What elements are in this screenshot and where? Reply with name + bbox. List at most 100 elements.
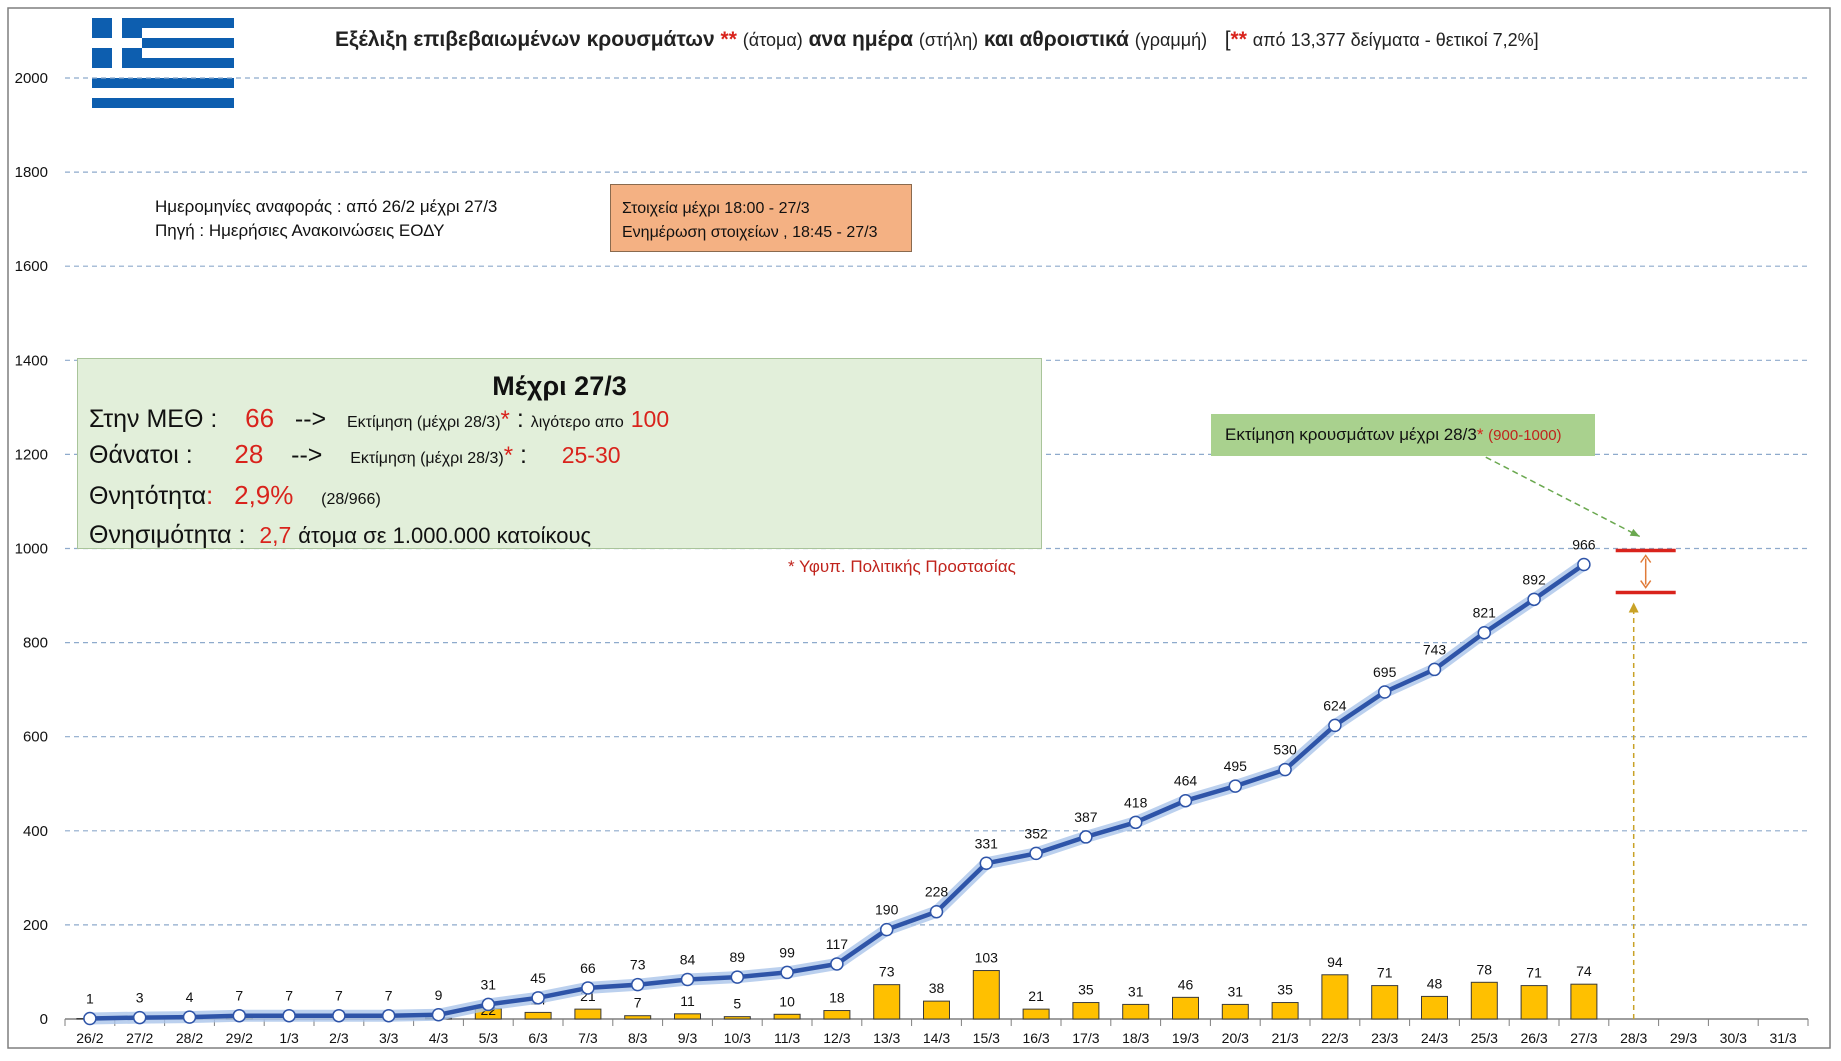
line-label: 1	[86, 991, 94, 1007]
reference-info: Ημερομηνίες αναφοράς : από 26/2 μέχρι 27…	[155, 195, 497, 243]
line-point	[1329, 719, 1341, 731]
line-label: 464	[1174, 773, 1198, 789]
bar	[774, 1014, 800, 1019]
x-tick-label: 8/3	[628, 1030, 648, 1046]
x-tick-label: 25/3	[1471, 1030, 1498, 1046]
bar	[575, 1009, 601, 1019]
x-tick-label: 1/3	[279, 1030, 299, 1046]
bar	[1422, 996, 1448, 1019]
x-tick-label: 16/3	[1022, 1030, 1049, 1046]
x-tick-label: 20/3	[1222, 1030, 1249, 1046]
bar-label: 46	[1178, 976, 1194, 992]
line-point	[731, 971, 743, 983]
x-tick-label: 11/3	[774, 1030, 800, 1046]
y-tick-label: 800	[23, 635, 48, 652]
cfr-row: Θνητότητα: 2,9% (28/966)	[89, 480, 381, 511]
x-tick-label: 17/3	[1072, 1030, 1099, 1046]
line-point	[233, 1010, 245, 1022]
reference-source: Πηγή : Ημερήσιες Ανακοινώσεις ΕΟΔΥ	[155, 219, 497, 243]
line-label: 228	[925, 884, 949, 900]
bar-label: 48	[1427, 975, 1443, 991]
line-point	[1578, 558, 1590, 570]
line-label: 624	[1323, 697, 1347, 713]
x-tick-label: 29/2	[226, 1030, 253, 1046]
bar	[973, 971, 999, 1019]
line-label: 31	[481, 976, 497, 992]
bar	[724, 1017, 750, 1019]
icu-value: 66	[245, 403, 274, 433]
bar-label: 74	[1576, 963, 1592, 979]
chart-title: Εξέλιξη επιβεβαιωμένων κρουσμάτων ** (άτ…	[335, 28, 1735, 52]
x-tick-label: 28/2	[176, 1030, 203, 1046]
line-point	[1130, 816, 1142, 828]
x-tick-label: 29/3	[1670, 1030, 1697, 1046]
y-tick-label: 1800	[15, 164, 48, 181]
bar	[1123, 1004, 1149, 1019]
x-tick-label: 27/2	[126, 1030, 153, 1046]
y-tick-label: 0	[40, 1011, 48, 1028]
line-point	[781, 966, 793, 978]
y-tick-label: 1200	[15, 446, 48, 463]
line-label: 9	[435, 987, 443, 1003]
x-tick-label: 2/3	[329, 1030, 349, 1046]
bar	[1372, 986, 1398, 1019]
mortality-row: Θνησιμότητα : 2,7 άτομα σε 1.000.000 κατ…	[89, 521, 591, 550]
icu-row: Στην ΜΕΘ : 66 --> Εκτίμηση (μέχρι 28/3)*…	[89, 403, 669, 434]
line-point	[582, 982, 594, 994]
line-point	[532, 992, 544, 1004]
bar-label: 78	[1477, 961, 1493, 977]
bar	[1471, 982, 1497, 1019]
bar	[1272, 1003, 1298, 1019]
bar-label: 71	[1377, 965, 1393, 981]
estimate-box: Εκτίμηση κρουσμάτων μέχρι 28/3* (900-100…	[1211, 414, 1595, 456]
summary-title: Μέχρι 27/3	[78, 371, 1041, 402]
bar-label: 11	[680, 993, 695, 1009]
update-line-2: Ενημέρωση στοιχείων , 18:45 - 27/3	[622, 221, 911, 245]
line-point	[931, 906, 943, 918]
line-label: 387	[1074, 809, 1098, 825]
line-label: 99	[779, 944, 795, 960]
line-point	[980, 857, 992, 869]
line-label: 84	[680, 951, 696, 967]
y-tick-label: 1400	[15, 352, 48, 369]
x-tick-label: 5/3	[479, 1030, 499, 1046]
x-tick-label: 3/3	[379, 1030, 399, 1046]
deaths-row: Θάνατοι : 28 --> Εκτίμηση (μέχρι 28/3)* …	[89, 439, 621, 470]
x-tick-label: 18/3	[1122, 1030, 1149, 1046]
bar-label: 71	[1526, 965, 1542, 981]
line-point	[283, 1010, 295, 1022]
line-point	[433, 1009, 445, 1021]
line-point	[881, 924, 893, 936]
update-line-1: Στοιχεία μέχρι 18:00 - 27/3	[622, 197, 911, 221]
line-point	[1528, 593, 1540, 605]
line-point	[1379, 686, 1391, 698]
line-label: 695	[1373, 664, 1397, 680]
bar	[1222, 1004, 1248, 1019]
x-tick-label: 10/3	[724, 1030, 751, 1046]
line-point	[1429, 663, 1441, 675]
bar	[1521, 986, 1547, 1019]
bar-label: 35	[1277, 982, 1293, 998]
line-point	[482, 998, 494, 1010]
y-tick-label: 600	[23, 729, 48, 746]
x-tick-label: 22/3	[1321, 1030, 1348, 1046]
line-label: 89	[730, 949, 746, 965]
x-tick-label: 14/3	[923, 1030, 950, 1046]
bar-label: 31	[1228, 983, 1244, 999]
x-tick-label: 19/3	[1172, 1030, 1199, 1046]
line-point	[1180, 795, 1192, 807]
icu-estimate-value: 100	[631, 406, 669, 432]
bar	[1023, 1009, 1049, 1019]
x-tick-label: 15/3	[973, 1030, 1000, 1046]
line-point	[1030, 847, 1042, 859]
line-point	[1279, 764, 1291, 776]
reference-dates: Ημερομηνίες αναφοράς : από 26/2 μέχρι 27…	[155, 195, 497, 219]
line-label: 7	[285, 988, 293, 1004]
line-point	[1478, 627, 1490, 639]
bar-label: 31	[1128, 983, 1144, 999]
line-label: 821	[1473, 605, 1497, 621]
bar-label: 21	[1028, 988, 1044, 1004]
line-label: 3	[136, 990, 144, 1006]
line-label: 892	[1522, 571, 1546, 587]
line-point	[333, 1010, 345, 1022]
